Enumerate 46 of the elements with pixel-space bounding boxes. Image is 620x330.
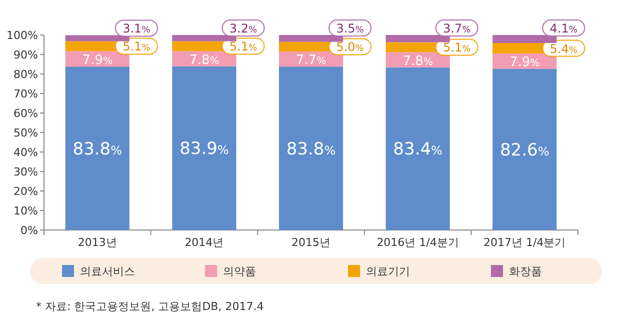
y-tick-label: 40% [14, 146, 38, 159]
data-label: 82.6% [500, 140, 550, 160]
y-tick-label: 100% [6, 29, 38, 42]
data-label: 3.7% [443, 22, 472, 36]
x-tick-label: 2014년 [184, 236, 224, 249]
data-label: 3.2% [229, 22, 258, 36]
data-label: 7.7% [296, 53, 326, 68]
data-label: 83.9% [180, 139, 229, 160]
x-tick-label: 2017년 1/4분기 [484, 236, 566, 249]
y-tick-label: 50% [14, 126, 38, 140]
y-tick-label: 0% [20, 224, 38, 237]
data-label: 7.8% [402, 54, 433, 69]
data-label: 5.1% [122, 40, 151, 54]
data-label: 4.1% [550, 22, 578, 36]
data-label: 7.8% [189, 52, 220, 68]
data-label: 7.9% [510, 55, 540, 70]
bar [492, 68, 557, 230]
bar [386, 67, 450, 230]
data-label: 3.1% [122, 22, 151, 36]
y-tick-label: 70% [14, 88, 38, 100]
data-label: 83.8% [72, 139, 122, 160]
bar [278, 66, 344, 230]
data-label: 5.1% [229, 40, 258, 54]
y-tick-label: 80% [14, 68, 38, 81]
legend-label: 의료기기 [366, 265, 410, 278]
data-label: 5.1% [443, 40, 472, 55]
y-tick-label: 20% [14, 185, 38, 198]
legend-label: 의약품 [223, 265, 256, 278]
y-tick-label: 30% [14, 166, 38, 178]
data-label: 5.0% [336, 40, 364, 54]
legend-label: 화장품 [509, 265, 542, 278]
y-tick-label: 60% [14, 107, 38, 120]
text: * 자료: 한국고용정보원, 고용보험DB, 2017.4 [36, 300, 264, 313]
x-tick-label: 2016년 1/4분기 [376, 236, 459, 249]
data-label: 3.5% [336, 22, 364, 36]
data-label: 5.4% [550, 42, 578, 56]
y-tick-label: 10% [14, 204, 38, 218]
y-tick-label: 90% [14, 48, 38, 62]
x-tick-label: 2013년 [78, 236, 117, 249]
bar [65, 66, 130, 230]
data-label: 83.4% [393, 140, 442, 160]
data-label: 83.8% [286, 139, 336, 160]
bar [172, 66, 236, 230]
data-label: 7.9% [82, 52, 112, 68]
legend-label: 의료서비스 [80, 265, 135, 278]
x-tick-label: 2015년 [292, 236, 330, 249]
